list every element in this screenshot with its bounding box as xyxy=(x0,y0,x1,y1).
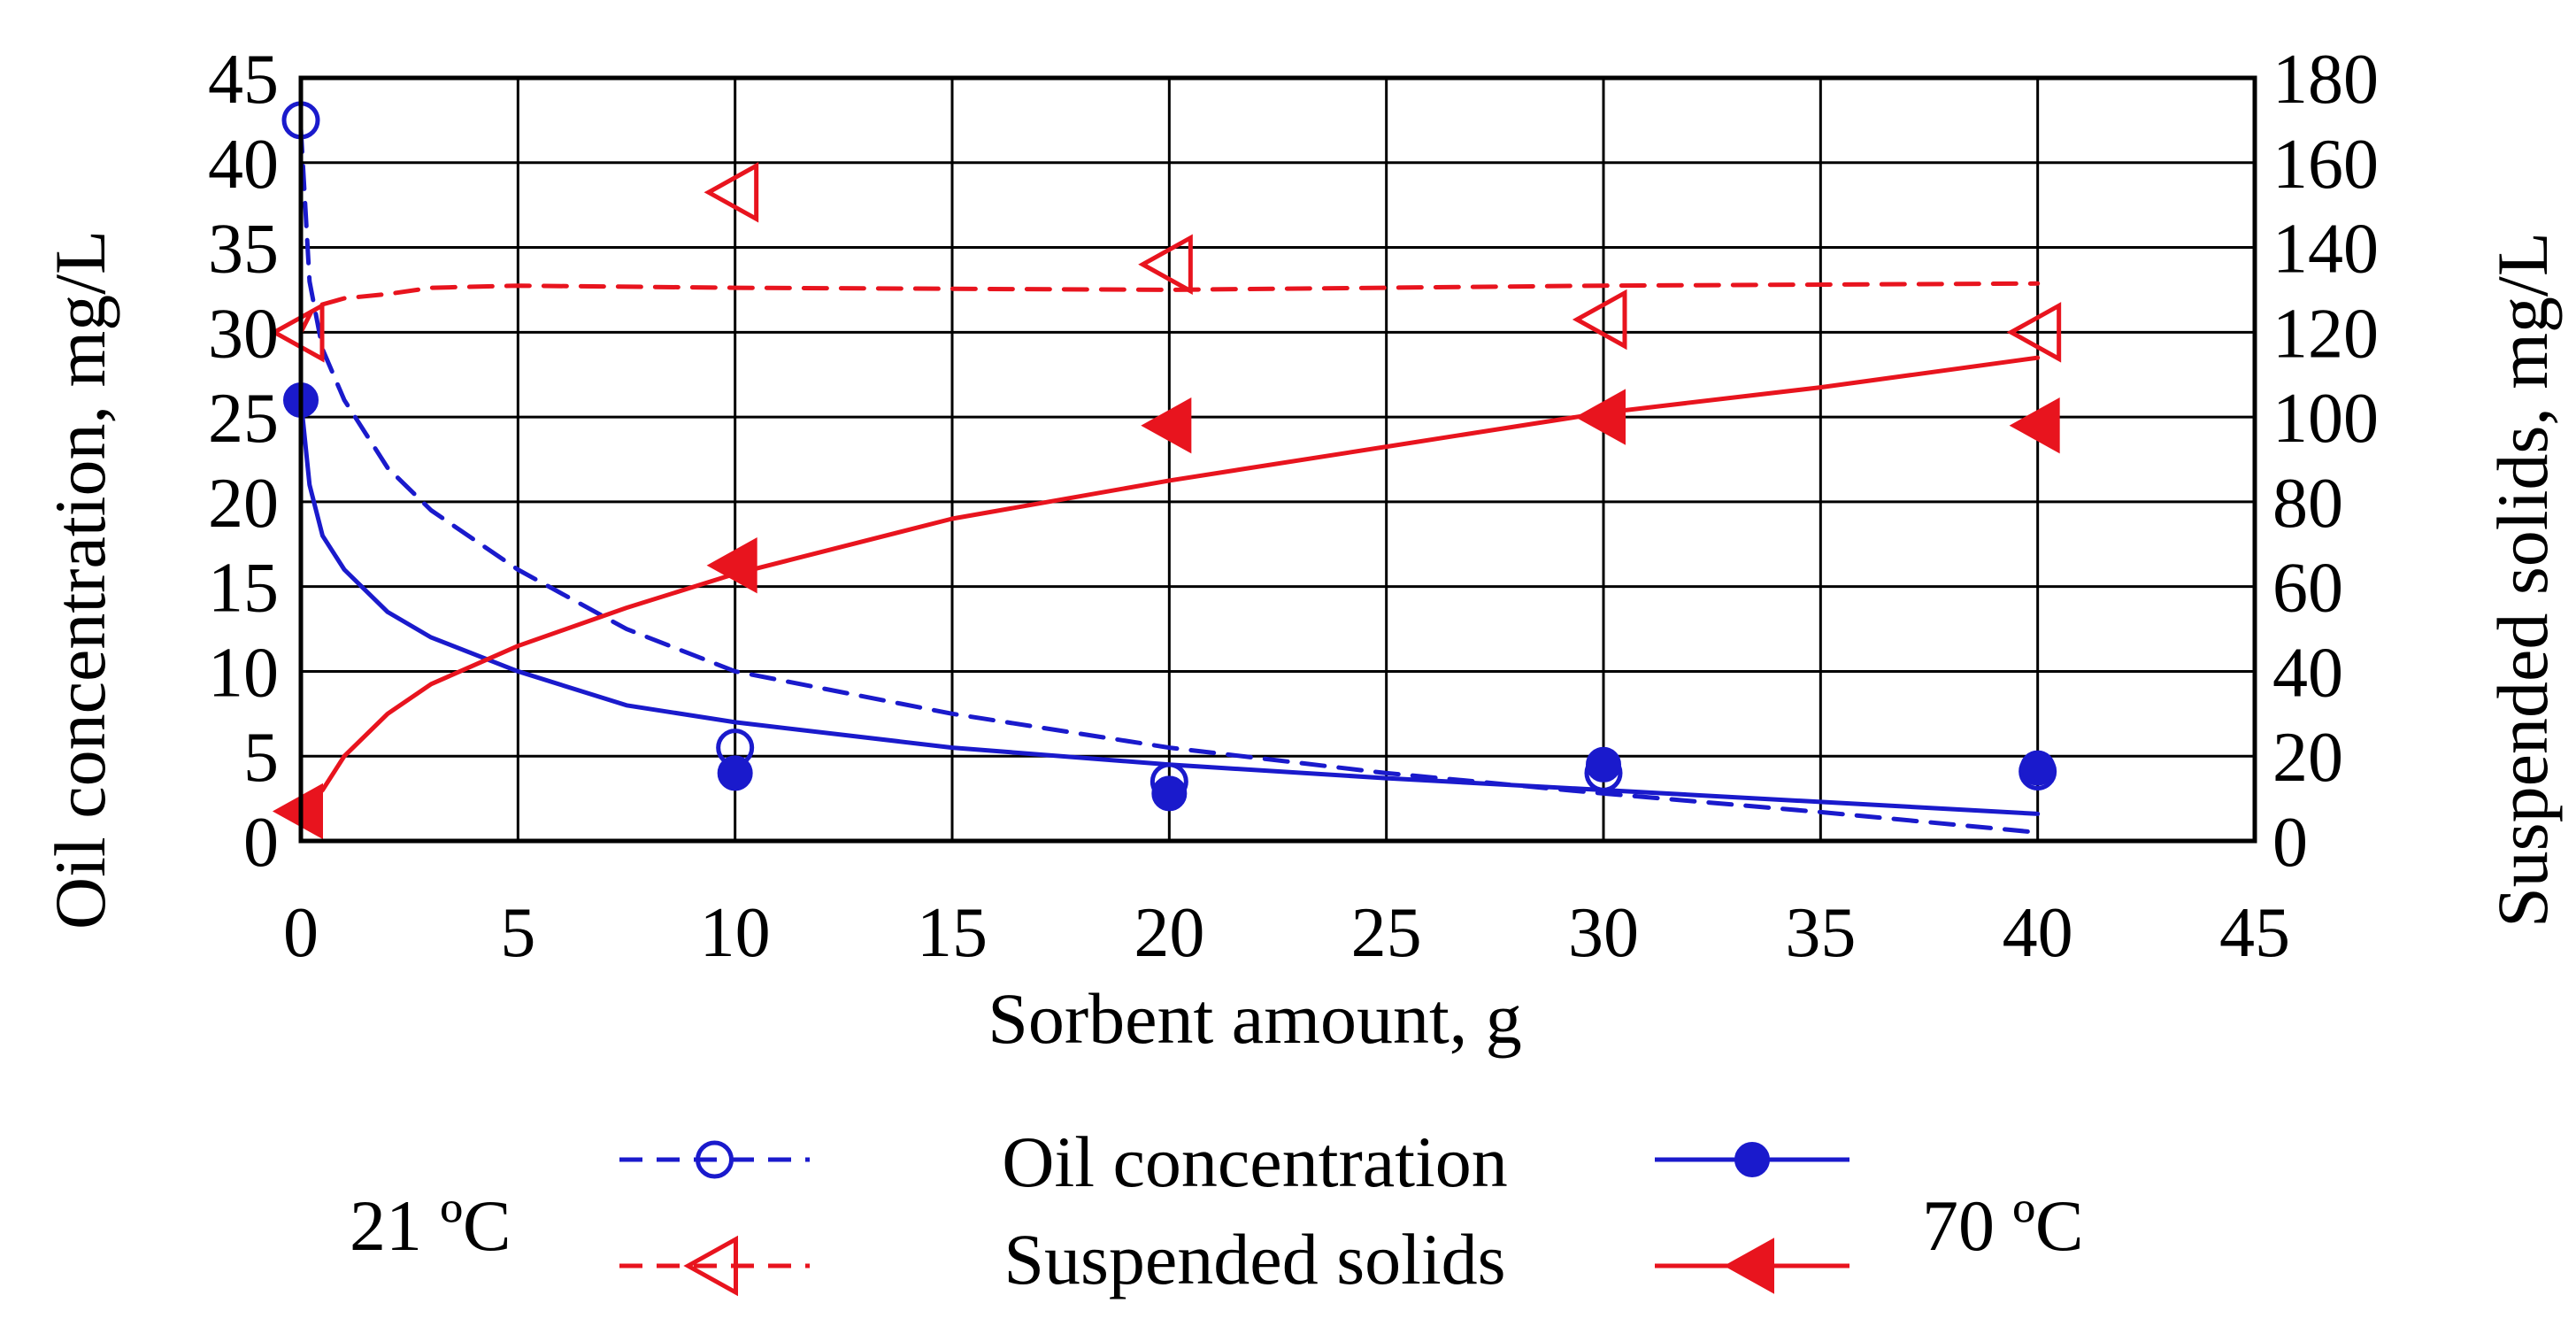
y-left-tick-label: 25 xyxy=(208,380,279,458)
x-axis-title: Sorbent amount, g xyxy=(988,978,1522,1059)
legend-swatch-marker xyxy=(683,1235,738,1297)
y-left-tick-label: 35 xyxy=(208,211,279,289)
legend-right-temp: 70 ºC xyxy=(1922,1185,2084,1266)
x-tick-label: 45 xyxy=(2219,894,2290,972)
legend-left-temp: 21 ºC xyxy=(350,1185,511,1266)
legend-row1-label: Oil concentration xyxy=(1002,1122,1508,1202)
x-tick-label: 35 xyxy=(1785,894,1856,972)
series-4-point xyxy=(272,783,323,840)
y-left-axis-title: Oil concentration, mg/L xyxy=(40,230,120,929)
y-right-axis-title: Suspended solids, mg/L xyxy=(2482,232,2563,928)
legend-swatches xyxy=(619,1140,1849,1297)
y-right-tick-label: 20 xyxy=(2272,719,2343,797)
y-right-tick-label: 180 xyxy=(2272,41,2379,119)
x-tick-label: 10 xyxy=(700,894,771,972)
y-right-tick-label: 60 xyxy=(2272,550,2343,628)
series-2-point xyxy=(1586,746,1621,783)
y-left-tick-label: 20 xyxy=(208,465,279,543)
x-tick-label: 30 xyxy=(1568,894,1639,972)
series-2-line xyxy=(298,397,2041,816)
y-left-tick-label: 45 xyxy=(208,41,279,119)
x-tick-label: 40 xyxy=(2003,894,2073,972)
series-4-line xyxy=(298,355,2041,814)
series-3-point xyxy=(1138,234,1193,295)
y-left-tick-label: 10 xyxy=(208,634,279,712)
y-right-tick-label: 140 xyxy=(2272,211,2379,289)
series-2-point xyxy=(1151,775,1188,812)
y-right-tick-label: 40 xyxy=(2272,634,2343,712)
series-2-point xyxy=(717,755,753,791)
grid-lines xyxy=(299,76,2257,843)
y-left-tick-label: 15 xyxy=(208,550,279,628)
series-3-point xyxy=(269,302,325,363)
series-3-point xyxy=(1572,289,1627,351)
x-tick-label: 20 xyxy=(1134,894,1204,972)
series-4-point xyxy=(2009,397,2060,454)
legend: 21 ºC Oil concentration Suspended solids… xyxy=(350,1122,2084,1299)
legend-swatch-marker xyxy=(1734,1142,1770,1177)
series-4-point xyxy=(706,537,757,594)
y-left-tick-label: 0 xyxy=(243,804,279,882)
y-left-tick-label: 5 xyxy=(243,719,279,797)
x-tick-label: 25 xyxy=(1351,894,1422,972)
y-right-tick-label: 0 xyxy=(2272,804,2308,882)
y-right-tick-label: 80 xyxy=(2272,465,2343,543)
x-tick-label: 5 xyxy=(500,894,535,972)
series-3-point xyxy=(2006,302,2062,363)
y-left-tick-label: 30 xyxy=(208,295,279,373)
series-3-point xyxy=(704,162,759,223)
series-2-point xyxy=(2019,750,2056,786)
y-right-tick-label: 160 xyxy=(2272,126,2379,204)
legend-swatch-marker xyxy=(1723,1238,1774,1294)
series-4-point xyxy=(1574,389,1626,445)
data-markers xyxy=(269,101,2062,840)
legend-swatch-marker xyxy=(696,1140,734,1179)
y-left-tick-label: 40 xyxy=(208,126,279,204)
x-tick-label: 0 xyxy=(283,894,319,972)
fit-lines xyxy=(298,127,2041,835)
legend-row2-label: Suspended solids xyxy=(1003,1219,1505,1299)
y-right-tick-label: 100 xyxy=(2272,380,2379,458)
x-tick-label: 15 xyxy=(917,894,988,972)
y-right-tick-label: 120 xyxy=(2272,295,2379,373)
series-4-point xyxy=(1141,397,1192,454)
tick-labels: 0 5 10 15 20 25 30 35 40 450510152025303540450204… xyxy=(208,41,2379,972)
plot-frame xyxy=(298,75,2257,844)
series-3-line xyxy=(298,281,2041,335)
